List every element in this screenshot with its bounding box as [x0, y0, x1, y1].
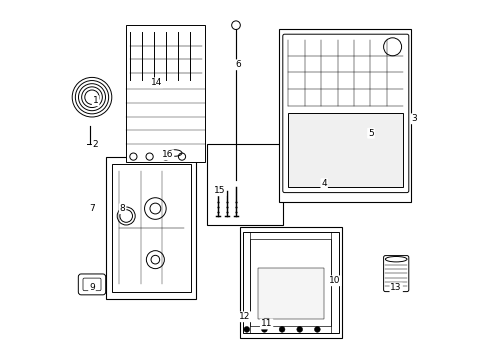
- Bar: [240, 227, 342, 338]
- Bar: [243, 232, 339, 333]
- Text: 12: 12: [239, 312, 251, 321]
- Circle shape: [279, 327, 285, 332]
- Bar: [258, 268, 324, 319]
- Circle shape: [262, 327, 268, 332]
- Text: 9: 9: [89, 284, 95, 292]
- Text: 13: 13: [391, 284, 402, 292]
- Text: 10: 10: [329, 276, 341, 285]
- Circle shape: [244, 327, 250, 332]
- Text: 4: 4: [321, 179, 327, 188]
- Bar: [112, 164, 191, 292]
- Circle shape: [315, 327, 320, 332]
- Bar: [126, 25, 205, 162]
- Text: 7: 7: [89, 204, 95, 213]
- Text: 15: 15: [214, 186, 225, 195]
- Bar: [279, 29, 411, 202]
- Bar: [250, 239, 331, 326]
- Text: 1: 1: [93, 96, 98, 105]
- Bar: [288, 113, 403, 187]
- Text: 11: 11: [261, 320, 272, 328]
- FancyBboxPatch shape: [78, 274, 106, 295]
- Bar: [207, 144, 283, 225]
- Text: 6: 6: [235, 60, 241, 69]
- FancyBboxPatch shape: [283, 34, 409, 193]
- Text: 16: 16: [162, 150, 173, 159]
- Circle shape: [265, 320, 269, 324]
- Text: 5: 5: [368, 129, 374, 138]
- Circle shape: [297, 327, 303, 332]
- FancyBboxPatch shape: [83, 278, 101, 291]
- Text: 2: 2: [93, 140, 98, 149]
- Text: 8: 8: [120, 204, 125, 213]
- Text: 3: 3: [411, 114, 417, 123]
- FancyBboxPatch shape: [384, 256, 409, 292]
- Bar: [106, 157, 196, 299]
- Text: 14: 14: [151, 78, 163, 87]
